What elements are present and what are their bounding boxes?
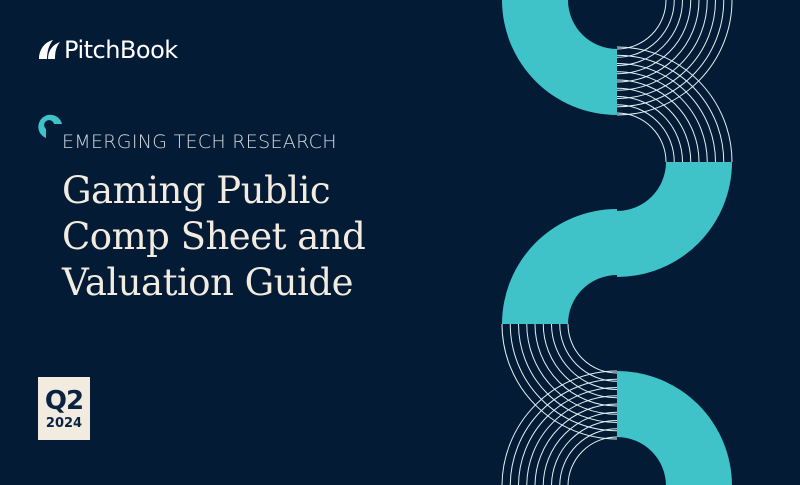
line-arc — [616, 0, 667, 50]
line-arc — [616, 79, 700, 163]
line-arc — [567, 323, 618, 374]
line-arc — [518, 387, 618, 485]
line-arc — [526, 323, 618, 415]
badge-year: 2024 — [45, 416, 83, 431]
line-arc — [551, 420, 618, 485]
teal-arc-band — [617, 371, 732, 485]
line-arc — [616, 96, 683, 163]
line-arc — [567, 436, 618, 485]
line-arc — [616, 104, 675, 163]
line-arc — [616, 87, 692, 163]
pitchbook-logo: PitchBook — [37, 36, 178, 64]
line-arc — [542, 323, 618, 399]
line-arc — [559, 428, 618, 485]
title-line: Gaming Public — [62, 169, 331, 212]
line-arc — [616, 0, 733, 116]
line-arc — [616, 63, 716, 163]
report-title: Gaming Public Comp Sheet and Valuation G… — [62, 168, 366, 306]
badge-quarter: Q2 — [44, 386, 84, 416]
line-arc — [526, 395, 618, 485]
line-arc — [616, 0, 708, 91]
line-arc — [501, 323, 618, 440]
line-arc — [534, 323, 618, 407]
series-label: EMERGING TECH RESEARCH — [62, 131, 337, 153]
leaf-icon — [39, 40, 60, 59]
teal-arc-band — [617, 162, 732, 277]
line-arc — [542, 411, 618, 485]
report-series: EMERGING TECH RESEARCH — [36, 112, 336, 153]
title-line: Valuation Guide — [62, 261, 353, 304]
line-arc — [616, 54, 725, 163]
line-arc — [501, 370, 618, 485]
line-arc — [616, 0, 700, 83]
line-arc — [616, 71, 708, 163]
teal-arc-band — [502, 0, 617, 115]
line-arc — [616, 0, 716, 99]
line-arc — [518, 323, 618, 423]
line-arc — [616, 112, 667, 163]
open-ring-icon — [38, 114, 62, 138]
line-arc — [616, 46, 733, 163]
logo-text: PitchBook — [64, 36, 178, 64]
teal-arc-band — [502, 209, 617, 324]
line-arc — [509, 378, 618, 485]
line-arc — [534, 403, 618, 485]
period-badge: Q2 2024 — [38, 377, 90, 440]
line-arc — [616, 0, 692, 75]
title-line: Comp Sheet and — [62, 215, 366, 258]
